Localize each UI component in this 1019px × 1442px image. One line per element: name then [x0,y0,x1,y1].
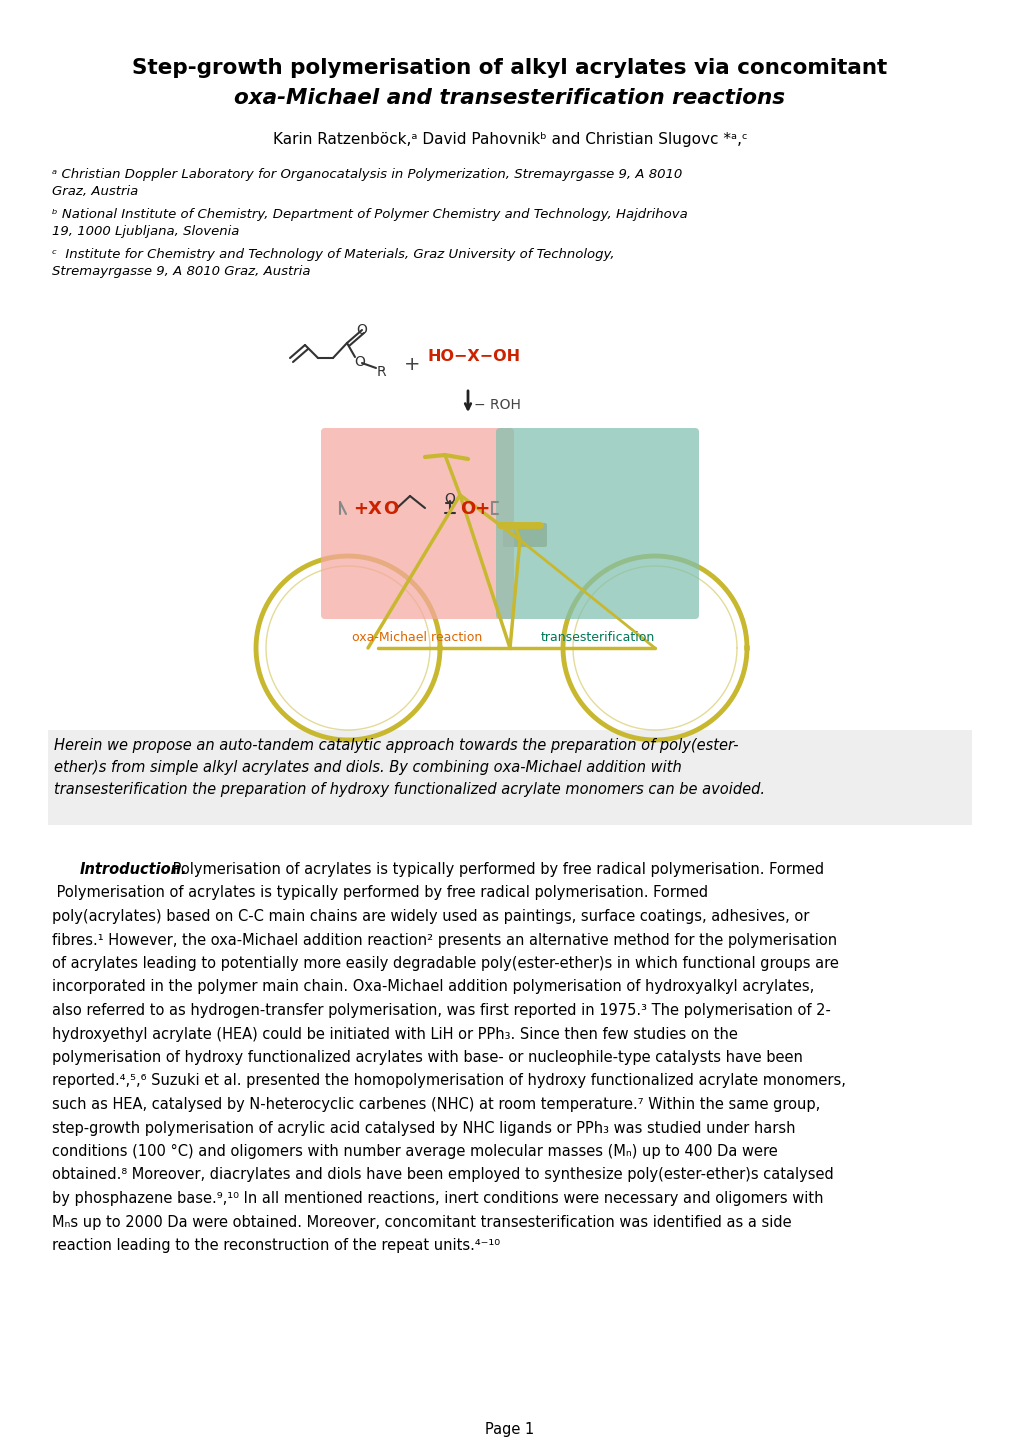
Text: oxa-Michael reaction: oxa-Michael reaction [352,632,482,645]
Text: of acrylates leading to potentially more easily degradable poly(ester-ether)s in: of acrylates leading to potentially more… [52,956,838,970]
Text: ᶜ  Institute for Chemistry and Technology of Materials, Graz University of Techn: ᶜ Institute for Chemistry and Technology… [52,248,614,277]
Text: transesterification: transesterification [540,632,654,645]
Text: transesterification the preparation of hydroxy functionalized acrylate monomers : transesterification the preparation of h… [54,782,764,797]
Text: +: + [404,355,420,373]
Text: polymerisation of hydroxy functionalized acrylates with base- or nucleophile-typ: polymerisation of hydroxy functionalized… [52,1050,802,1066]
Text: O: O [354,355,365,369]
Text: such as HEA, catalysed by N-heterocyclic carbenes (NHC) at room temperature.⁷ Wi: such as HEA, catalysed by N-heterocyclic… [52,1097,819,1112]
Text: incorporated in the polymer main chain. Oxa-Michael addition polymerisation of h: incorporated in the polymer main chain. … [52,979,813,995]
Text: +X: +X [353,500,381,518]
Text: oxa-Michael and transesterification reactions: oxa-Michael and transesterification reac… [234,88,785,108]
Text: Page 1: Page 1 [485,1422,534,1438]
FancyBboxPatch shape [495,428,698,619]
Text: hydroxyethyl acrylate (HEA) could be initiated with LiH or PPh₃. Since then few : hydroxyethyl acrylate (HEA) could be ini… [52,1027,737,1041]
Text: − ROH: − ROH [474,398,521,412]
FancyBboxPatch shape [502,523,546,547]
Text: HO−X−OH: HO−X−OH [428,349,521,363]
Text: step-growth polymerisation of acrylic acid catalysed by NHC ligands or PPh₃ was : step-growth polymerisation of acrylic ac… [52,1120,795,1135]
Text: Herein we propose an auto-tandem catalytic approach towards the preparation of p: Herein we propose an auto-tandem catalyt… [54,738,738,753]
Text: Polymerisation of acrylates is typically performed by free radical polymerisatio: Polymerisation of acrylates is typically… [168,862,823,877]
Text: by phosphazene base.⁹,¹⁰ In all mentioned reactions, inert conditions were neces: by phosphazene base.⁹,¹⁰ In all mentione… [52,1191,822,1206]
Text: also referred to as hydrogen-transfer polymerisation, was first reported in 1975: also referred to as hydrogen-transfer po… [52,1004,830,1018]
Text: reported.⁴,⁵,⁶ Suzuki et al. presented the homopolymerisation of hydroxy functio: reported.⁴,⁵,⁶ Suzuki et al. presented t… [52,1073,845,1089]
Text: ether)s from simple alkyl acrylates and diols. By combining oxa-Michael addition: ether)s from simple alkyl acrylates and … [54,760,681,774]
FancyBboxPatch shape [48,730,971,825]
Text: poly(acrylates) based on C-C main chains are widely used as paintings, surface c: poly(acrylates) based on C-C main chains… [52,908,809,924]
Text: O+: O+ [460,500,490,518]
Text: O: O [444,492,455,506]
FancyBboxPatch shape [321,428,514,619]
Text: O: O [382,500,397,518]
Text: O: O [357,323,367,337]
Text: ᵃ Christian Doppler Laboratory for Organocatalysis in Polymerization, Stremayrga: ᵃ Christian Doppler Laboratory for Organ… [52,169,682,198]
Text: conditions (100 °C) and oligomers with number average molecular masses (Mₙ) up t: conditions (100 °C) and oligomers with n… [52,1144,777,1159]
Text: R: R [377,365,386,379]
Text: Step-growth polymerisation of alkyl acrylates via concomitant: Step-growth polymerisation of alkyl acry… [132,58,887,78]
Text: Mₙs up to 2000 Da were obtained. Moreover, concomitant transesterification was i: Mₙs up to 2000 Da were obtained. Moreove… [52,1214,791,1230]
Text: reaction leading to the reconstruction of the repeat units.⁴⁻¹⁰: reaction leading to the reconstruction o… [52,1239,499,1253]
Text: Karin Ratzenböck,ᵃ David Pahovnikᵇ and Christian Slugovc *ᵃ,ᶜ: Karin Ratzenböck,ᵃ David Pahovnikᵇ and C… [272,133,747,147]
Text: Introduction.: Introduction. [79,862,187,877]
Text: fibres.¹ However, the oxa-Michael addition reaction² presents an alternative met: fibres.¹ However, the oxa-Michael additi… [52,933,837,947]
Text: Polymerisation of acrylates is typically performed by free radical polymerisatio: Polymerisation of acrylates is typically… [52,885,707,900]
Text: ᵇ National Institute of Chemistry, Department of Polymer Chemistry and Technolog: ᵇ National Institute of Chemistry, Depar… [52,208,687,238]
Text: obtained.⁸ Moreover, diacrylates and diols have been employed to synthesize poly: obtained.⁸ Moreover, diacrylates and dio… [52,1168,833,1182]
